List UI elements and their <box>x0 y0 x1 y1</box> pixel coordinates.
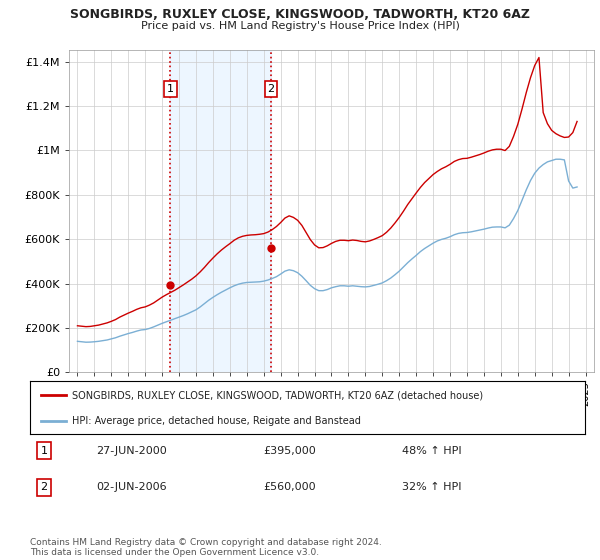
Text: Price paid vs. HM Land Registry's House Price Index (HPI): Price paid vs. HM Land Registry's House … <box>140 21 460 31</box>
Text: 2: 2 <box>40 482 47 492</box>
Text: £395,000: £395,000 <box>263 446 316 456</box>
Text: 1: 1 <box>40 446 47 456</box>
Text: 32% ↑ HPI: 32% ↑ HPI <box>402 482 461 492</box>
Text: 27-JUN-2000: 27-JUN-2000 <box>97 446 167 456</box>
Bar <box>170 50 271 372</box>
Text: SONGBIRDS, RUXLEY CLOSE, KINGSWOOD, TADWORTH, KT20 6AZ (detached house): SONGBIRDS, RUXLEY CLOSE, KINGSWOOD, TADW… <box>71 390 483 400</box>
Text: 48% ↑ HPI: 48% ↑ HPI <box>402 446 461 456</box>
Text: SONGBIRDS, RUXLEY CLOSE, KINGSWOOD, TADWORTH, KT20 6AZ: SONGBIRDS, RUXLEY CLOSE, KINGSWOOD, TADW… <box>70 8 530 21</box>
Text: 1: 1 <box>167 84 174 94</box>
Text: HPI: Average price, detached house, Reigate and Banstead: HPI: Average price, detached house, Reig… <box>71 416 361 426</box>
Text: £560,000: £560,000 <box>263 482 316 492</box>
Text: 2: 2 <box>268 84 274 94</box>
Text: Contains HM Land Registry data © Crown copyright and database right 2024.
This d: Contains HM Land Registry data © Crown c… <box>30 538 382 557</box>
Text: 02-JUN-2006: 02-JUN-2006 <box>97 482 167 492</box>
